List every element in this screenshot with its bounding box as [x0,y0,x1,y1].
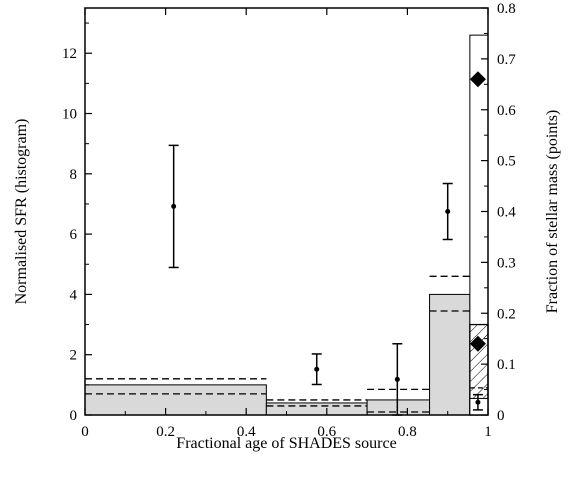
y-tick-label: 0 [70,408,78,424]
data-point [475,399,481,405]
histogram-bar [429,293,471,416]
x-tick-label: 0 [81,424,89,440]
y2-tick-label: 0 [497,408,505,424]
x-tick-label: 0.8 [398,424,417,440]
x-tick-label: 0.2 [156,424,175,440]
diamond-marker [469,335,486,352]
y-tick-label: 4 [70,287,78,303]
diamond-marker [469,71,486,88]
y2-axis-label: Fraction of stellar mass (points) [544,110,561,314]
y2-tick-label: 0.4 [497,205,516,221]
plot-frame [84,7,489,416]
histogram-uncertainty-lines [85,275,488,413]
x-tick-label: 0.4 [237,424,256,440]
y2-tick-label: 0.7 [497,52,516,68]
y-axis-label: Normalised SFR (histogram) [13,119,30,305]
y-tick-label: 8 [70,167,78,183]
data-point [445,209,451,214]
y2-tick-label: 0.6 [497,103,516,119]
y-tick-label: 10 [62,107,77,123]
y2-tick-label: 0.1 [497,357,516,373]
y-tick-label: 2 [70,348,78,364]
y2-tick-label: 0.2 [497,306,516,322]
histogram-bar [366,399,431,416]
y-tick-label: 12 [62,46,77,62]
y-tick-label: 6 [70,227,78,243]
histogram-bars [84,34,489,416]
x-axis-label: Fractional age of SHADES source [176,435,396,452]
data-point [394,376,400,382]
data-point [314,366,320,372]
y2-tick-label: 0.5 [497,154,516,170]
histogram-bar [84,384,267,416]
y2-tick-label: 0.3 [497,255,516,271]
axes: 0 0.2 0.4 0.6 0.8 102468101200.10.20.30.40.50… [62,1,516,440]
x-tick-label: 1 [484,424,492,440]
data-point [171,203,177,209]
y2-tick-label: 0.8 [497,1,516,17]
stellar-mass-points [168,71,486,416]
x-tick-label: 0.6 [317,424,336,440]
histogram-bar [265,402,368,416]
